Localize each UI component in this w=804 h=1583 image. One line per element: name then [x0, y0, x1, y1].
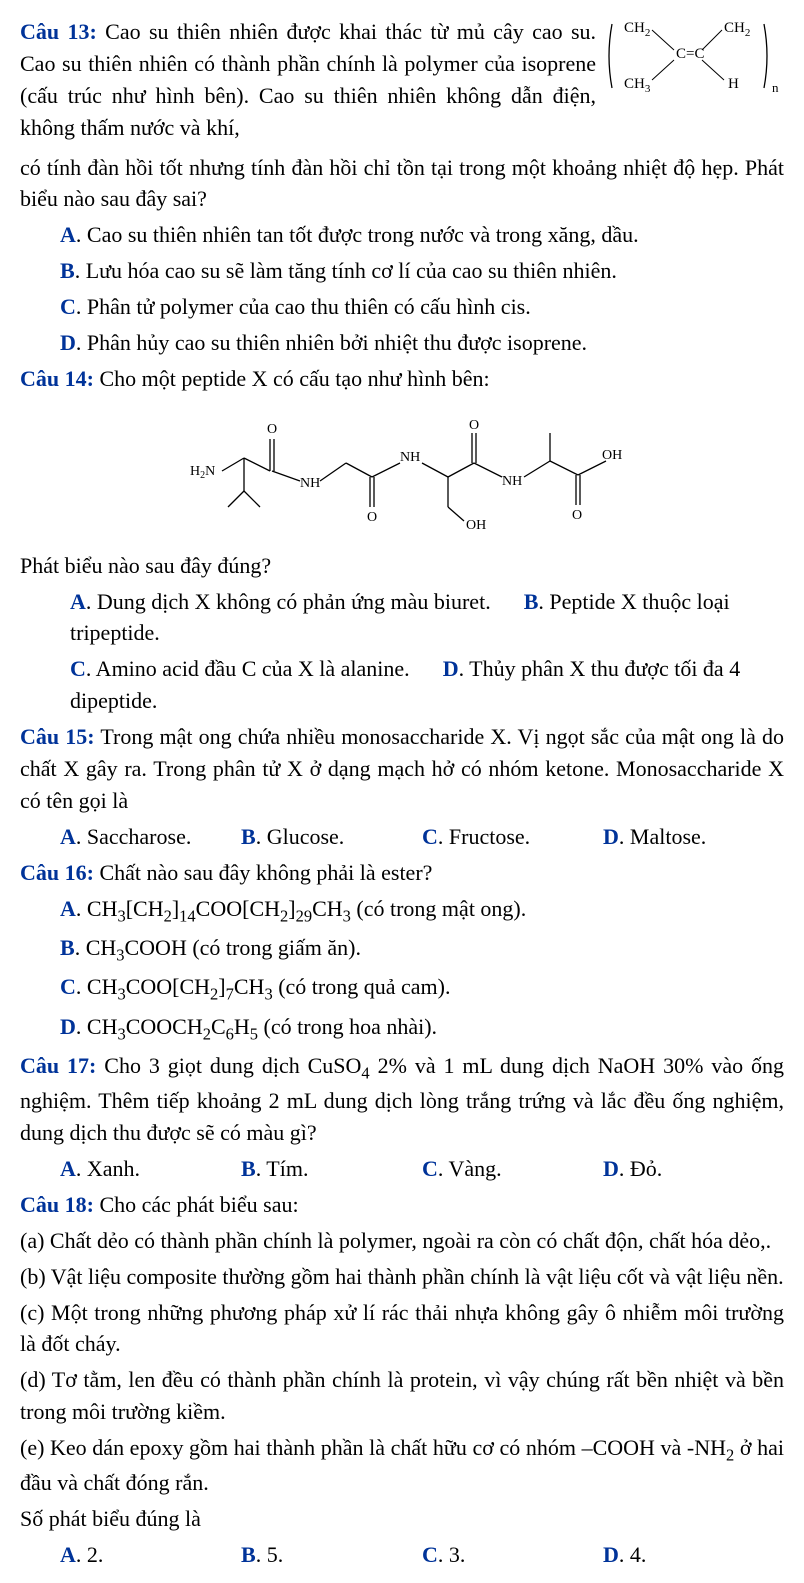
- question-14: Câu 14: Cho một peptide X có cấu tạo như…: [20, 363, 784, 717]
- peptide-diagram: H2N O NH O NH O NH OH O OH: [20, 403, 784, 542]
- q18-text: Câu 18: Cho các phát biểu sau:: [20, 1189, 784, 1221]
- svg-text:OH: OH: [602, 448, 622, 463]
- q16-opt-c[interactable]: C. CH3COO[CH2]7CH3 (có trong quả cam).: [20, 971, 784, 1006]
- q17-text: Câu 17: Cho 3 giọt dung dịch CuSO4 2% và…: [20, 1050, 784, 1149]
- q15-opt-a[interactable]: A. Saccharose.: [60, 821, 241, 853]
- q18-opt-c[interactable]: C. 3.: [422, 1539, 603, 1571]
- q15-opt-b[interactable]: B. Glucose.: [241, 821, 422, 853]
- isoprene-diagram: CH2 CH2 C=C CH3 H n: [604, 16, 784, 96]
- svg-text:H: H: [728, 76, 739, 92]
- svg-text:NH: NH: [502, 474, 522, 489]
- q18-sa: (a) Chất dẻo có thành phần chính là poly…: [20, 1225, 784, 1257]
- q13-opt-d[interactable]: D. Phân hủy cao su thiên nhiên bởi nhiệt…: [20, 327, 784, 359]
- question-17: Câu 17: Cho 3 giọt dung dịch CuSO4 2% và…: [20, 1050, 784, 1185]
- question-15: Câu 15: Trong mật ong chứa nhiều monosac…: [20, 721, 784, 853]
- q17-opt-d[interactable]: D. Đỏ.: [603, 1153, 784, 1185]
- q18-opt-b[interactable]: B. 5.: [241, 1539, 422, 1571]
- q17-opt-b[interactable]: B. Tím.: [241, 1153, 422, 1185]
- q15-text: Câu 15: Trong mật ong chứa nhiều monosac…: [20, 721, 784, 817]
- q15-opt-d[interactable]: D. Maltose.: [603, 821, 784, 853]
- q17-opt-a[interactable]: A. Xanh.: [60, 1153, 241, 1185]
- q18-ask: Số phát biểu đúng là: [20, 1503, 784, 1535]
- svg-text:CH2: CH2: [724, 20, 750, 39]
- svg-text:O: O: [469, 418, 479, 433]
- svg-text:O: O: [572, 508, 582, 523]
- svg-text:CH3: CH3: [624, 76, 651, 95]
- q18-options: A. 2. B. 5. C. 3. D. 4.: [20, 1539, 784, 1571]
- question-13: CH2 CH2 C=C CH3 H n Câu 13: Cao su thiên…: [20, 16, 784, 359]
- q18-opt-a[interactable]: A. 2.: [60, 1539, 241, 1571]
- q13-text2: có tính đàn hồi tốt nhưng tính đàn hồi c…: [20, 152, 784, 216]
- q16-opt-b[interactable]: B. CH3COOH (có trong giấm ăn).: [20, 932, 784, 967]
- question-16: Câu 16: Chất nào sau đây không phải là e…: [20, 857, 784, 1046]
- q13-opt-a[interactable]: A. Cao su thiên nhiên tan tốt được trong…: [20, 219, 784, 251]
- svg-text:O: O: [367, 510, 377, 525]
- q16-opt-a[interactable]: A. CH3[CH2]14COO[CH2]29CH3 (có trong mật…: [20, 893, 784, 928]
- q15-options: A. Saccharose. B. Glucose. C. Fructose. …: [20, 821, 784, 853]
- q17-options: A. Xanh. B. Tím. C. Vàng. D. Đỏ.: [20, 1153, 784, 1185]
- q18-sc: (c) Một trong những phương pháp xử lí rá…: [20, 1297, 784, 1361]
- q18-opt-d[interactable]: D. 4.: [603, 1539, 784, 1571]
- q13-opt-c[interactable]: C. Phân tử polymer của cao thu thiên có …: [20, 291, 784, 323]
- q16-opt-d[interactable]: D. CH3COOCH2C6H5 (có trong hoa nhài).: [20, 1011, 784, 1046]
- q17-opt-c[interactable]: C. Vàng.: [422, 1153, 603, 1185]
- svg-text:n: n: [772, 80, 779, 95]
- q18-se: (e) Keo dán epoxy gồm hai thành phần là …: [20, 1432, 784, 1499]
- question-18: Câu 18: Cho các phát biểu sau: (a) Chất …: [20, 1189, 784, 1571]
- q18-sd: (d) Tơ tằm, len đều có thành phần chính …: [20, 1364, 784, 1428]
- svg-text:NH: NH: [300, 476, 320, 491]
- q16-text: Câu 16: Chất nào sau đây không phải là e…: [20, 857, 784, 889]
- q14-opt-cd[interactable]: C. Amino acid đầu C của X là alanine. D.…: [20, 653, 784, 717]
- q14-opt-ab[interactable]: A. Dung dịch X không có phản ứng màu biu…: [20, 586, 784, 650]
- svg-text:H2N: H2N: [190, 464, 215, 481]
- svg-text:CH2: CH2: [624, 20, 650, 39]
- q13-opt-b[interactable]: B. Lưu hóa cao su sẽ làm tăng tính cơ lí…: [20, 255, 784, 287]
- q18-sb: (b) Vật liệu composite thường gồm hai th…: [20, 1261, 784, 1293]
- q14-after: Phát biểu nào sau đây đúng?: [20, 550, 784, 582]
- svg-text:OH: OH: [466, 518, 486, 533]
- q15-opt-c[interactable]: C. Fructose.: [422, 821, 603, 853]
- q14-text: Câu 14: Cho một peptide X có cấu tạo như…: [20, 363, 784, 395]
- svg-text:C=C: C=C: [676, 46, 704, 62]
- svg-text:O: O: [267, 422, 277, 437]
- svg-text:NH: NH: [400, 450, 420, 465]
